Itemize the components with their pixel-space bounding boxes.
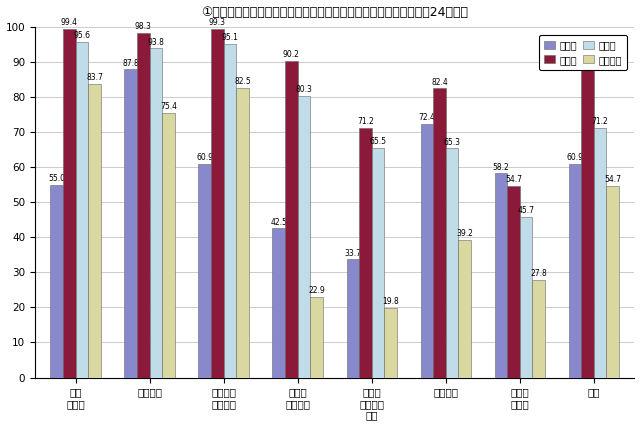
Legend: 幼稚園, 小学校, 中学校, 高等学校: 幼稚園, 小学校, 中学校, 高等学校 <box>539 35 627 69</box>
Bar <box>63 29 76 377</box>
Bar <box>51 184 63 377</box>
Bar <box>310 297 323 377</box>
Bar <box>273 228 285 377</box>
Text: 54.7: 54.7 <box>604 175 621 184</box>
Bar <box>520 217 532 377</box>
Text: 93.8: 93.8 <box>147 37 164 47</box>
Bar <box>359 128 372 377</box>
Text: 55.0: 55.0 <box>48 174 65 183</box>
Text: 99.3: 99.3 <box>209 18 226 27</box>
Text: 80.3: 80.3 <box>296 85 312 94</box>
Text: 72.4: 72.4 <box>419 113 435 122</box>
Bar <box>198 164 211 377</box>
Bar <box>298 96 310 377</box>
Bar <box>150 49 162 377</box>
Text: 95.1: 95.1 <box>221 33 238 42</box>
Text: 58.2: 58.2 <box>492 163 509 172</box>
Text: 99.4: 99.4 <box>61 18 78 27</box>
Bar <box>236 88 249 377</box>
Text: 82.4: 82.4 <box>431 78 448 86</box>
Bar <box>384 308 397 377</box>
Bar <box>76 42 88 377</box>
Bar <box>433 89 445 377</box>
Bar <box>124 69 137 377</box>
Bar <box>606 186 619 377</box>
Bar <box>532 280 545 377</box>
Bar <box>346 259 359 377</box>
Text: 54.7: 54.7 <box>505 175 522 184</box>
Text: 65.3: 65.3 <box>444 138 461 147</box>
Bar <box>137 33 150 377</box>
Text: 65.5: 65.5 <box>369 137 387 146</box>
Text: 88.0: 88.0 <box>579 58 596 67</box>
Bar <box>445 148 458 377</box>
Bar <box>211 29 223 377</box>
Bar <box>458 240 471 377</box>
Text: 60.9: 60.9 <box>566 153 584 162</box>
Bar <box>420 124 433 377</box>
Text: 27.8: 27.8 <box>530 269 547 278</box>
Text: 95.6: 95.6 <box>74 32 90 40</box>
Text: 83.7: 83.7 <box>86 73 103 82</box>
Text: 75.4: 75.4 <box>160 102 177 111</box>
Text: 22.9: 22.9 <box>308 286 325 295</box>
Bar <box>223 44 236 377</box>
Text: 71.2: 71.2 <box>591 117 609 126</box>
Text: 98.3: 98.3 <box>135 22 152 31</box>
Bar <box>162 113 175 377</box>
Bar <box>88 84 100 377</box>
Bar <box>285 61 298 377</box>
Text: 82.5: 82.5 <box>234 77 251 86</box>
Text: 45.7: 45.7 <box>518 207 534 216</box>
Bar <box>594 128 606 377</box>
Text: 33.7: 33.7 <box>344 248 362 258</box>
Text: 39.2: 39.2 <box>456 229 473 238</box>
Title: ①国公私立計・幼小中高別・項目別実施率－全国集計グラフ（平成24年度）: ①国公私立計・幼小中高別・項目別実施率－全国集計グラフ（平成24年度） <box>201 6 468 19</box>
Text: 19.8: 19.8 <box>382 297 399 306</box>
Bar <box>495 173 507 377</box>
Text: 60.9: 60.9 <box>196 153 213 162</box>
Text: 42.5: 42.5 <box>270 218 287 227</box>
Text: 71.2: 71.2 <box>357 117 374 126</box>
Bar <box>581 69 594 377</box>
Bar <box>568 164 581 377</box>
Text: 87.8: 87.8 <box>122 59 139 68</box>
Text: 90.2: 90.2 <box>283 50 300 59</box>
Bar <box>507 186 520 377</box>
Bar <box>372 148 384 377</box>
